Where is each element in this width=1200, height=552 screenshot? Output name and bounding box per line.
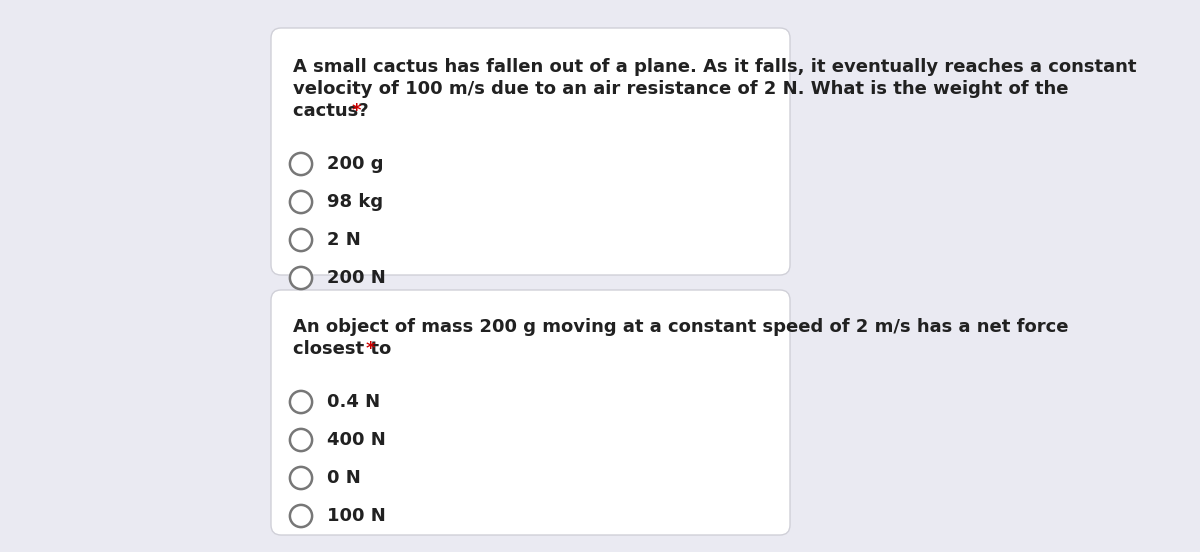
Circle shape xyxy=(290,153,312,175)
FancyBboxPatch shape xyxy=(271,290,790,535)
Text: 0.4 N: 0.4 N xyxy=(326,393,380,411)
Circle shape xyxy=(290,229,312,251)
Text: *: * xyxy=(352,102,361,120)
Circle shape xyxy=(290,429,312,451)
Text: cactus?: cactus? xyxy=(293,102,374,120)
Text: 200 g: 200 g xyxy=(326,155,384,173)
Text: 200 N: 200 N xyxy=(326,269,385,287)
Text: *: * xyxy=(366,340,376,358)
Circle shape xyxy=(290,467,312,489)
Text: velocity of 100 m/s due to an air resistance of 2 N. What is the weight of the: velocity of 100 m/s due to an air resist… xyxy=(293,80,1068,98)
Circle shape xyxy=(290,505,312,527)
Circle shape xyxy=(290,267,312,289)
Text: 2 N: 2 N xyxy=(326,231,361,249)
Text: An object of mass 200 g moving at a constant speed of 2 m/s has a net force: An object of mass 200 g moving at a cons… xyxy=(293,318,1068,336)
Text: 400 N: 400 N xyxy=(326,431,385,449)
Circle shape xyxy=(290,391,312,413)
Circle shape xyxy=(290,191,312,213)
Text: closest to: closest to xyxy=(293,340,397,358)
Text: A small cactus has fallen out of a plane. As it falls, it eventually reaches a c: A small cactus has fallen out of a plane… xyxy=(293,58,1136,76)
FancyBboxPatch shape xyxy=(271,28,790,275)
Text: 0 N: 0 N xyxy=(326,469,361,487)
Text: 98 kg: 98 kg xyxy=(326,193,383,211)
Text: 100 N: 100 N xyxy=(326,507,385,525)
